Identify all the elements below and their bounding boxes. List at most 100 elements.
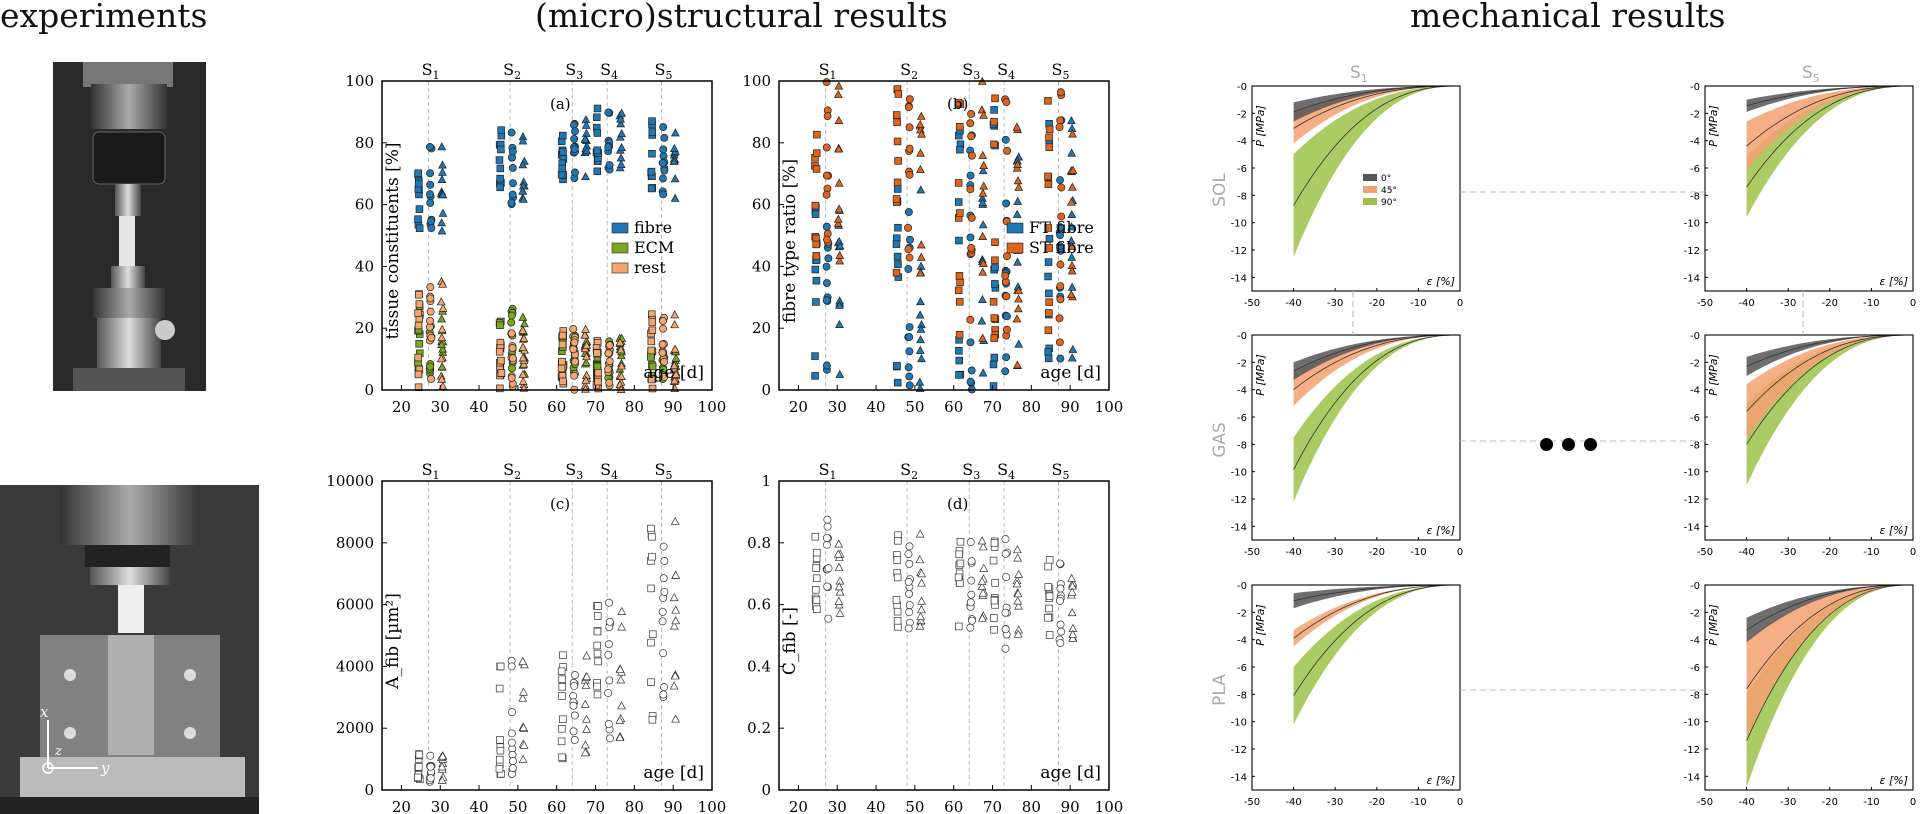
y-tick-label: -6	[1690, 413, 1700, 424]
data-point	[904, 624, 913, 633]
data-point	[1013, 589, 1023, 598]
data-point	[670, 320, 680, 329]
y-tick-label: -4	[1690, 636, 1700, 647]
data-point	[1002, 353, 1011, 362]
data-point	[593, 641, 601, 650]
data-point	[648, 149, 656, 158]
data-point	[955, 236, 963, 245]
stress-band	[1746, 585, 1913, 643]
data-point	[894, 223, 902, 232]
data-point	[991, 280, 999, 288]
y-axis-label: P [MPa]	[1707, 604, 1720, 646]
x-tick-label: 100	[698, 798, 727, 814]
data-point	[604, 143, 613, 152]
legend-label: rest	[634, 258, 666, 277]
row-label: SOL	[1210, 173, 1230, 207]
data-point	[1002, 312, 1011, 321]
y-tick-label: 20	[355, 319, 374, 337]
data-point	[1044, 326, 1053, 335]
data-point	[1067, 182, 1077, 191]
data-point	[570, 711, 579, 720]
data-point	[1045, 556, 1054, 564]
data-point	[1045, 604, 1053, 613]
data-point	[604, 349, 613, 358]
data-point	[990, 334, 999, 342]
data-point	[615, 715, 625, 724]
data-point	[1056, 260, 1065, 269]
y-tick-label: 60	[355, 196, 374, 214]
data-point	[990, 117, 998, 126]
plot-frame	[778, 480, 1110, 791]
data-point	[495, 765, 504, 773]
data-point	[496, 736, 504, 744]
data-point	[1013, 596, 1023, 605]
y-tick-label: -14	[1684, 772, 1700, 783]
data-point	[507, 373, 516, 382]
data-point	[658, 317, 667, 325]
data-point	[1002, 573, 1011, 581]
y-tick-label: 0.4	[747, 657, 771, 675]
x-tick-label: 90	[664, 398, 683, 416]
data-point	[426, 751, 435, 760]
data-point	[1014, 339, 1024, 348]
legend-label: ECM	[634, 238, 674, 257]
data-point	[811, 210, 820, 218]
data-point	[669, 143, 679, 152]
x-tick-label: 100	[1095, 398, 1124, 416]
data-point	[558, 340, 567, 349]
data-point	[990, 625, 998, 634]
data-point	[966, 233, 975, 242]
y-tick-label: -14	[1684, 273, 1700, 284]
data-point	[989, 360, 998, 369]
x-tick-label: -50	[1244, 298, 1260, 309]
data-point	[615, 732, 625, 741]
data-point	[1002, 325, 1011, 334]
y-tick-label: -0	[1237, 581, 1247, 592]
x-tick-label: -20	[1822, 547, 1838, 558]
data-point	[519, 722, 528, 732]
x-tick-label: -50	[1244, 547, 1260, 558]
data-point	[507, 662, 516, 671]
x-tick-label: -10	[1410, 298, 1426, 309]
data-point	[438, 167, 447, 176]
data-point	[978, 150, 988, 159]
x-axis-label: age [d]	[1040, 763, 1101, 783]
data-point	[1045, 289, 1053, 298]
data-point	[414, 370, 423, 379]
data-point	[1056, 176, 1065, 185]
data-point	[617, 701, 626, 710]
data-point	[582, 146, 592, 155]
data-point	[835, 241, 845, 250]
data-point	[617, 361, 626, 370]
plot-frame	[1704, 334, 1914, 541]
data-point	[835, 587, 845, 596]
panel-label: (c)	[550, 495, 570, 513]
data-point	[616, 114, 625, 123]
data-point	[660, 133, 669, 142]
data-point	[893, 607, 902, 616]
data-point	[670, 174, 680, 183]
data-point	[915, 268, 925, 277]
data-point	[604, 650, 613, 659]
stage-label: S4	[600, 460, 618, 482]
x-tick-label: -10	[1863, 797, 1879, 808]
data-point	[569, 345, 578, 354]
y-tick-label: 40	[355, 257, 374, 275]
data-point	[594, 368, 602, 377]
y-axis-label: C_fib [-]	[780, 607, 800, 675]
data-point	[660, 357, 669, 366]
data-point	[1001, 535, 1010, 544]
data-point	[1067, 252, 1077, 261]
data-point	[822, 361, 831, 370]
data-point	[978, 166, 988, 175]
x-tick-label: 0	[1910, 547, 1916, 558]
data-point	[917, 596, 926, 605]
data-point	[893, 178, 902, 187]
x-tick-label: 0	[1457, 547, 1463, 558]
data-point	[894, 90, 903, 98]
data-point	[518, 325, 528, 334]
data-point	[905, 347, 914, 356]
plot-frame	[1704, 584, 1914, 791]
data-point	[1056, 242, 1064, 251]
data-point	[571, 357, 579, 366]
